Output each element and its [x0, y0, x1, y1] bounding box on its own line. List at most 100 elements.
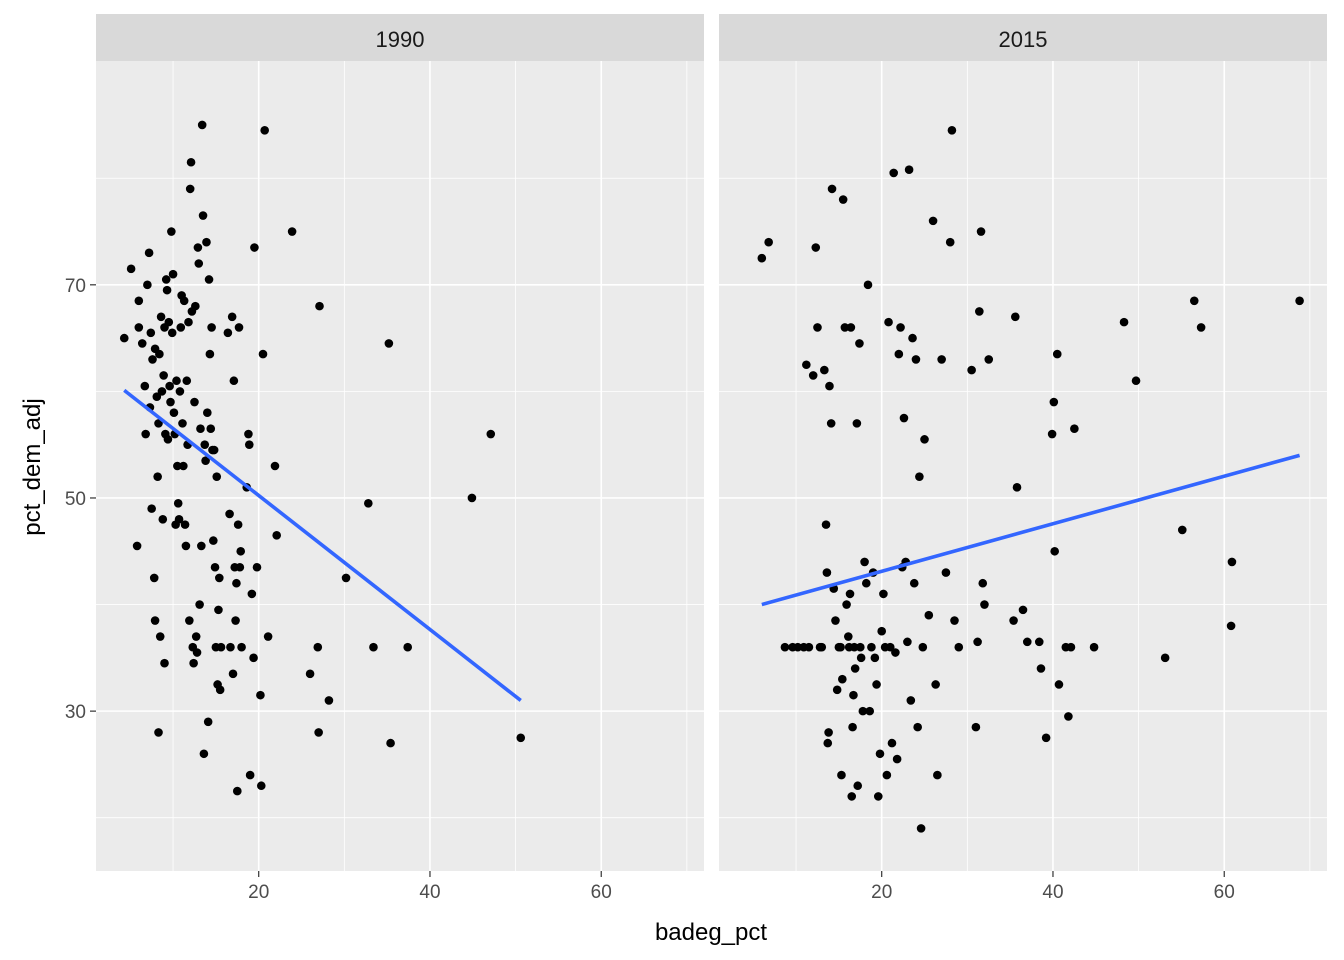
data-point: [838, 674, 847, 684]
data-point: [903, 637, 912, 647]
data-point: [1047, 429, 1057, 439]
data-point: [1131, 376, 1141, 386]
data-point: [364, 499, 373, 508]
data-point: [155, 632, 165, 641]
facet-panel-2015: 2015 20 40 60: [719, 14, 1327, 903]
data-point: [855, 642, 865, 652]
data-point: [256, 690, 265, 700]
data-point: [169, 408, 179, 418]
data-point: [236, 546, 246, 556]
data-point: [918, 642, 928, 652]
data-point: [856, 653, 866, 663]
data-point: [984, 355, 994, 364]
data-point: [247, 589, 257, 599]
data-point: [821, 520, 831, 529]
data-point: [199, 749, 209, 759]
data-point: [827, 184, 837, 194]
data-point: [889, 168, 898, 178]
data-point: [1160, 653, 1170, 663]
data-point: [158, 514, 168, 524]
data-point: [150, 616, 160, 625]
data-point: [1018, 605, 1028, 615]
data-point: [882, 770, 892, 780]
data-point: [885, 642, 895, 652]
data-point: [894, 349, 904, 359]
data-point: [916, 824, 926, 833]
data-point: [160, 658, 169, 668]
data-point: [802, 360, 811, 370]
data-point: [941, 568, 951, 577]
data-point: [182, 376, 192, 386]
data-point: [190, 397, 199, 407]
data-point: [1089, 642, 1099, 652]
data-point: [947, 125, 957, 135]
data-point: [820, 365, 829, 375]
data-point: [896, 323, 905, 332]
data-point: [144, 248, 154, 258]
data-point: [203, 408, 212, 418]
data-point: [836, 642, 845, 652]
data-point: [980, 600, 989, 609]
data-point: [865, 706, 875, 716]
data-point: [173, 461, 182, 471]
data-point: [200, 440, 210, 449]
data-point: [191, 301, 200, 311]
data-point: [928, 216, 938, 226]
panel-background: [719, 61, 1327, 871]
data-point: [172, 376, 181, 386]
data-point: [1295, 296, 1304, 306]
data-point: [205, 349, 215, 359]
data-point: [1119, 317, 1129, 327]
data-point: [971, 722, 981, 732]
data-point: [945, 237, 955, 247]
data-point: [149, 573, 159, 583]
data-point: [891, 648, 900, 657]
data-point: [132, 541, 142, 551]
data-point: [924, 610, 934, 620]
data-point: [156, 312, 166, 322]
data-point: [166, 397, 175, 407]
data-point: [232, 578, 241, 588]
data-point: [825, 381, 834, 391]
data-point: [1041, 733, 1051, 743]
data-point: [973, 637, 982, 647]
data-point: [1070, 424, 1079, 433]
data-point: [237, 642, 246, 652]
data-point: [324, 696, 334, 705]
data-point: [384, 339, 394, 348]
data-point: [186, 157, 196, 167]
data-point: [1012, 483, 1022, 492]
data-point: [197, 541, 206, 551]
data-point: [822, 568, 832, 577]
trend-line: [123, 388, 522, 702]
data-point: [185, 184, 195, 194]
data-point: [161, 275, 171, 284]
data-point: [165, 381, 174, 391]
data-point: [181, 541, 191, 551]
data-point: [226, 642, 235, 652]
data-point: [233, 520, 243, 529]
data-point: [157, 387, 167, 396]
data-point: [850, 664, 860, 673]
data-point: [184, 317, 193, 327]
data-point: [909, 578, 919, 588]
data-point: [134, 323, 144, 332]
y-tick-label: 70: [65, 276, 86, 297]
data-point: [140, 381, 150, 391]
data-point: [861, 578, 871, 588]
data-point: [937, 355, 946, 364]
data-point: [813, 323, 822, 332]
data-point: [842, 600, 851, 609]
x-tick-label: 40: [1042, 882, 1063, 903]
data-point: [853, 781, 863, 791]
facet-strip: [719, 14, 1327, 61]
data-point: [1189, 296, 1199, 306]
data-point: [824, 728, 833, 737]
data-point: [146, 328, 156, 338]
panel-background: [96, 61, 704, 871]
data-point: [201, 456, 210, 465]
data-point: [804, 642, 814, 652]
data-point: [845, 589, 855, 599]
facet-panel-1990: 1990 20 40 60 30 50 70: [65, 14, 704, 903]
